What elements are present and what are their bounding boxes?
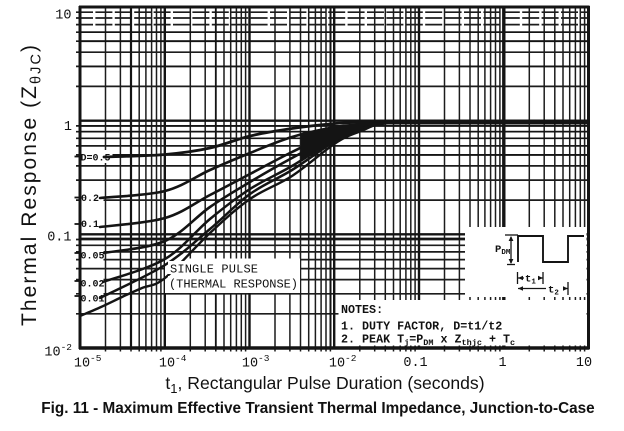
svg-text:0.1: 0.1 [81,220,99,231]
svg-text:D=0.5: D=0.5 [81,154,111,165]
svg-text:10: 10 [576,356,592,371]
svg-text:10: 10 [55,9,71,24]
svg-text:1: 1 [498,356,506,371]
svg-text:t1, Rectangular Pulse Duration: t1, Rectangular Pulse Duration (seconds) [165,373,484,396]
svg-text:t2: t2 [548,285,559,298]
svg-text:NOTES:: NOTES: [341,303,383,317]
svg-text:-2: -2 [345,353,357,364]
svg-text:0.02: 0.02 [81,280,105,291]
svg-text:10: 10 [329,357,345,372]
svg-text:-3: -3 [258,353,270,364]
svg-text:10: 10 [159,357,175,372]
svg-text:0.2: 0.2 [81,194,99,205]
svg-text:1. DUTY FACTOR, D=t1/t2: 1. DUTY FACTOR, D=t1/t2 [341,320,502,334]
svg-text:SINGLE PULSE: SINGLE PULSE [170,263,258,277]
svg-text:Fig. 11 - Maximum Effective Tr: Fig. 11 - Maximum Effective Transient Th… [41,400,594,417]
svg-text:0.1: 0.1 [403,356,427,371]
svg-text:0.01: 0.01 [81,295,105,306]
svg-text:-4: -4 [175,353,187,364]
svg-text:10: 10 [242,357,258,372]
svg-text:1: 1 [64,120,72,135]
svg-text:10: 10 [74,357,90,372]
svg-text:0.1: 0.1 [47,231,71,246]
svg-text:0.05: 0.05 [81,252,105,263]
svg-text:(THERMAL RESPONSE): (THERMAL RESPONSE) [169,278,298,292]
svg-text:-5: -5 [90,353,102,364]
svg-text:Thermal Response (ZθJC): Thermal Response (ZθJC) [18,45,45,326]
svg-text:t1: t1 [525,274,536,287]
